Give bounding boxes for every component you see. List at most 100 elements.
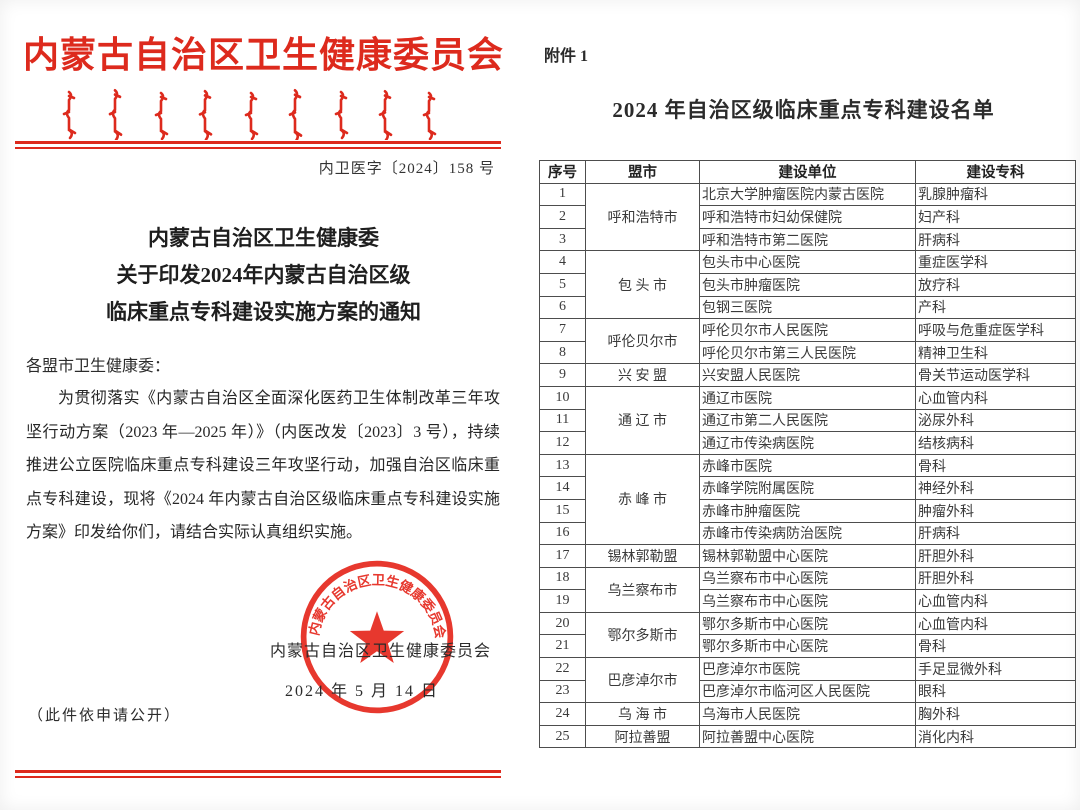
- cell-construction-unit: 通辽市传染病医院: [699, 431, 916, 455]
- footer-divider-line: [15, 770, 501, 778]
- cell-row-number: 14: [539, 476, 586, 500]
- cell-construction-unit: 赤峰市医院: [699, 453, 916, 478]
- cell-specialty: 心血管内科: [915, 611, 1076, 636]
- notice-title-line2: 关于印发2024年内蒙古自治区级: [116, 263, 411, 287]
- attachment-label: 附件 1: [544, 48, 589, 65]
- cell-row-number: 9: [539, 363, 586, 387]
- cell-specialty: 心血管内科: [915, 385, 1076, 410]
- cell-construction-unit: 呼伦贝尔市人民医院: [699, 318, 916, 342]
- header-unit: 建设单位: [699, 160, 916, 184]
- cell-specialty: 结核病科: [915, 431, 1076, 455]
- cell-specialty: 肝病科: [915, 227, 1076, 252]
- cell-construction-unit: 包钢三医院: [699, 295, 916, 320]
- cell-row-number: 18: [539, 566, 586, 591]
- cell-row-number: 2: [539, 205, 586, 229]
- table-row: 16 赤峰市传染病防治医院 肝病科: [539, 521, 1076, 546]
- cell-specialty: 妇产科: [915, 205, 1076, 229]
- table-row: 14 赤峰学院附属医院 神经外科: [539, 476, 1076, 500]
- cell-row-number: 16: [539, 521, 586, 546]
- cell-specialty: 神经外科: [915, 476, 1076, 500]
- cell-specialty: 手足显微外科: [915, 657, 1076, 681]
- signature-date: 2024 年 5 月 14 日: [284, 683, 439, 700]
- header-city: 盟市: [585, 160, 700, 184]
- cell-construction-unit: 包头市中心医院: [699, 250, 916, 274]
- cell-construction-unit: 兴安盟人民医院: [699, 363, 916, 387]
- cell-row-number: 1: [539, 182, 586, 207]
- cell-league-city: 巴彦淖尔市: [585, 657, 700, 704]
- header-spec: 建设专科: [915, 160, 1076, 184]
- cell-league-city: 包 头 市: [585, 250, 700, 320]
- table-row: 17 锡林郭勒盟 锡林郭勒盟中心医院 肝胆外科: [539, 544, 1076, 568]
- table-row: 22 巴彦淖尔市 巴彦淖尔市医院 手足显微外科: [539, 657, 1076, 704]
- cell-specialty: 肝胆外科: [915, 544, 1076, 568]
- table-row: 15 赤峰市肿瘤医院 肿瘤外科: [539, 498, 1076, 523]
- cell-row-number: 23: [539, 679, 586, 704]
- table-row: 18 乌兰察布市 乌兰察布市中心医院 肝胆外科: [539, 566, 1076, 613]
- seal-star: [349, 611, 405, 664]
- cell-specialty: 骨科: [915, 453, 1076, 478]
- cell-row-number: 24: [539, 702, 586, 726]
- cell-specialty: 骨科: [915, 634, 1076, 659]
- mongolian-script-decoration: [62, 88, 437, 140]
- cell-construction-unit: 通辽市医院: [699, 385, 916, 410]
- cell-league-city: 乌 海 市: [585, 702, 700, 726]
- cell-specialty: 放疗科: [915, 272, 1076, 297]
- cell-specialty: 泌尿外科: [915, 408, 1076, 433]
- table-row: 11 通辽市第二人民医院 泌尿外科: [539, 408, 1076, 433]
- cell-construction-unit: 通辽市第二人民医院: [699, 408, 916, 433]
- cell-construction-unit: 鄂尔多斯市中心医院: [699, 634, 916, 659]
- notice-body: 为贯彻落实《内蒙古自治区全面深化医药卫生体制改革三年攻坚行动方案（2023 年—…: [26, 390, 500, 541]
- notice-title-line1: 内蒙古自治区卫生健康委: [148, 226, 379, 250]
- table-row: 25 阿拉善盟 阿拉善盟中心医院 消化内科: [539, 724, 1076, 749]
- cell-row-number: 21: [539, 634, 586, 659]
- table-row: 23 巴彦淖尔市临河区人民医院 眼科: [539, 679, 1076, 704]
- header-no: 序号: [539, 160, 586, 184]
- table-row: 13 赤 峰 市赤峰市医院 骨科: [539, 453, 1076, 546]
- cell-row-number: 19: [539, 589, 586, 613]
- cell-row-number: 5: [539, 272, 586, 297]
- cell-construction-unit: 鄂尔多斯市中心医院: [699, 611, 916, 636]
- cell-row-number: 4: [539, 250, 586, 274]
- cell-row-number: 20: [539, 611, 586, 636]
- cell-construction-unit: 乌兰察布市中心医院: [699, 589, 916, 613]
- cell-row-number: 8: [539, 340, 586, 365]
- notice-title: 内蒙古自治区卫生健康委 关于印发2024年内蒙古自治区级 临床重点专科建设实施方…: [0, 220, 527, 331]
- signature-agency: 内蒙古自治区卫生健康委员会: [269, 643, 491, 660]
- cell-specialty: 乳腺肿瘤科: [915, 182, 1076, 207]
- cell-specialty: 产科: [915, 295, 1076, 320]
- cell-row-number: 7: [539, 318, 586, 342]
- notice-title-line3: 临床重点专科建设实施方案的通知: [106, 300, 421, 324]
- header-divider-line: [15, 141, 501, 149]
- cell-row-number: 12: [539, 431, 586, 455]
- cell-league-city: 阿拉善盟: [585, 724, 700, 749]
- table-row: 10 通 辽 市通辽市医院 心血管内科: [539, 385, 1076, 455]
- cell-row-number: 6: [539, 295, 586, 320]
- table-row: 21 鄂尔多斯市中心医院 骨科: [539, 634, 1076, 659]
- cell-league-city: 鄂尔多斯市: [585, 611, 700, 659]
- attachment-table-title: 2024 年自治区级临床重点专科建设名单: [612, 98, 995, 122]
- cell-specialty: 胸外科: [915, 702, 1076, 726]
- cell-construction-unit: 锡林郭勒盟中心医院: [699, 544, 916, 568]
- cell-row-number: 15: [539, 498, 586, 523]
- table-row: 24 乌 海 市乌海市人民医院 胸外科: [539, 702, 1076, 726]
- table-row: 20 鄂尔多斯市 鄂尔多斯市中心医院 心血管内科: [539, 611, 1076, 659]
- cell-construction-unit: 乌海市人民医院: [699, 702, 916, 726]
- cell-construction-unit: 巴彦淖尔市临河区人民医院: [699, 679, 916, 704]
- document-number: 内卫医字〔2024〕158 号: [318, 161, 495, 177]
- cell-specialty: 眼科: [915, 679, 1076, 704]
- specialty-table: 序号 盟市 建设单位 建设专科 1 呼和浩特市 北京大学肿瘤医院内蒙古医院 乳腺肿瘤科…: [539, 160, 1076, 749]
- cell-specialty: 肿瘤外科: [915, 498, 1076, 523]
- cell-construction-unit: 呼和浩特市第二医院: [699, 227, 916, 252]
- cell-league-city: 兴 安 盟: [585, 363, 700, 387]
- cell-construction-unit: 赤峰市传染病防治医院: [699, 521, 916, 546]
- cell-construction-unit: 包头市肿瘤医院: [699, 272, 916, 297]
- notice-page: 内蒙古自治区卫生健康委员会 内卫医字〔2024〕158 号 内蒙古自治区卫生健康…: [0, 0, 527, 810]
- cell-construction-unit: 呼和浩特市妇幼保健院: [699, 205, 916, 229]
- cell-row-number: 13: [539, 453, 586, 478]
- cell-row-number: 11: [539, 408, 586, 433]
- cell-specialty: 肝病科: [915, 521, 1076, 546]
- cell-league-city: 通 辽 市: [585, 385, 700, 455]
